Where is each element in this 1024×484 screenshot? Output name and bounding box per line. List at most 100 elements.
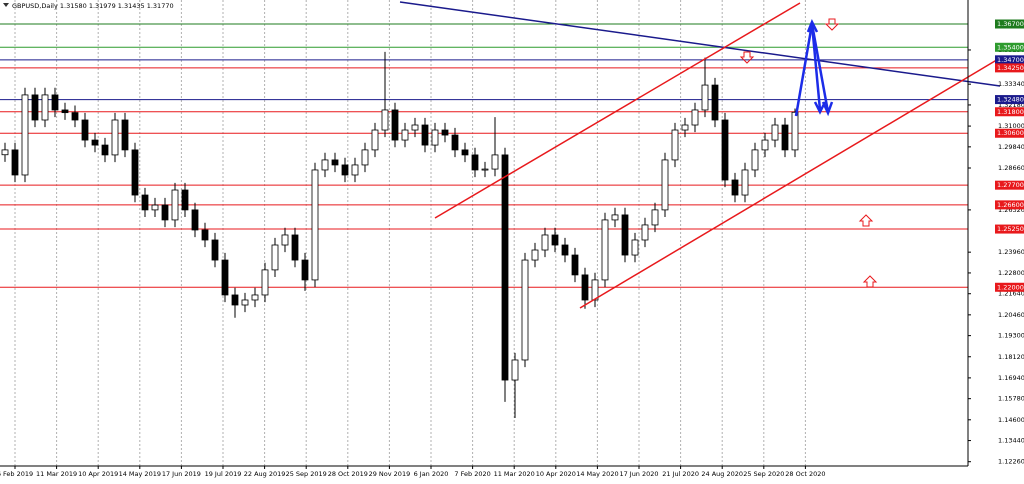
candle-body — [701, 84, 709, 111]
candle-body — [601, 219, 609, 281]
candle-body — [641, 224, 649, 241]
candle-body — [231, 294, 239, 306]
candle-body — [781, 124, 789, 151]
candle-body — [301, 259, 309, 281]
candle-body — [291, 234, 299, 261]
candle-body — [111, 119, 119, 156]
candle-body — [591, 279, 599, 301]
candle-body — [611, 214, 619, 221]
levels-layer — [0, 23, 968, 288]
candle-body — [171, 189, 179, 221]
candle-body — [771, 124, 779, 141]
candle-body — [141, 194, 149, 211]
candle-body — [451, 134, 459, 151]
menu-triangle — [3, 3, 9, 7]
level-label-box — [995, 282, 1024, 292]
candle-body — [191, 209, 199, 231]
y-tick-label: 1.31000 — [998, 122, 1024, 130]
x-tick-label: 6 Feb 2019 — [0, 470, 33, 478]
level-label-box — [995, 95, 1024, 105]
y-tick-label: 1.13440 — [998, 437, 1024, 445]
level-label: 1.26600 — [997, 201, 1024, 209]
candle-body — [431, 129, 439, 146]
x-tick-label: 10 Apr 2020 — [536, 470, 576, 478]
candle-body — [661, 159, 669, 211]
x-tick-label: 19 Jul 2019 — [205, 470, 242, 478]
y-tick-label: 1.20460 — [998, 311, 1024, 319]
y-tick-label: 1.28660 — [998, 164, 1024, 172]
candle-body — [151, 204, 159, 211]
arrow-head — [806, 18, 834, 117]
buy-arrow — [862, 275, 878, 288]
candle-body — [221, 259, 229, 296]
candle-body — [211, 239, 219, 261]
candle-body — [401, 129, 409, 141]
level-label-box — [995, 42, 1024, 52]
candle-body — [491, 154, 499, 170]
candle-body — [651, 209, 659, 226]
candle-body — [501, 154, 509, 381]
candle-body — [751, 149, 759, 171]
candle-body — [131, 149, 139, 196]
y-tick-label: 1.16940 — [998, 374, 1024, 382]
candle-body — [201, 229, 209, 241]
level-label-box — [995, 63, 1024, 73]
candle-body — [731, 179, 739, 196]
candle-body — [31, 94, 39, 121]
drawings — [399, 1, 1001, 309]
y-tick-label: 1.18120 — [998, 353, 1024, 361]
candle-body — [161, 204, 169, 221]
y-tick-label: 1.15780 — [998, 395, 1024, 403]
candle-body — [21, 94, 29, 176]
candle-body — [241, 299, 249, 306]
candle-body — [711, 84, 719, 121]
level-label: 1.27700 — [997, 181, 1024, 189]
x-tick-label: 11 Mar 2019 — [36, 470, 77, 478]
candle-body — [1, 149, 9, 156]
candle-body — [361, 149, 369, 166]
level-label: 1.35400 — [997, 43, 1024, 51]
candle-body — [481, 168, 489, 171]
candle-body — [271, 244, 279, 271]
y-tick-label: 1.32180 — [998, 101, 1024, 109]
candle-body — [331, 159, 339, 166]
level-label-box — [995, 128, 1024, 138]
candle-body — [41, 94, 49, 121]
y-tick-label: 1.26320 — [998, 206, 1024, 214]
y-tick-label: 1.29840 — [998, 143, 1024, 151]
candle-body — [371, 129, 379, 151]
channel-line — [434, 2, 801, 219]
x-tick-label: 29 Nov 2019 — [369, 470, 411, 478]
x-tick-label: 28 Oct 2020 — [785, 470, 825, 478]
x-tick-label: 25 Sep 2020 — [743, 470, 784, 478]
x-tick-label: 17 Jun 2019 — [162, 470, 201, 478]
x-tick-label: 22 Aug 2019 — [244, 470, 286, 478]
candle-body — [471, 154, 479, 171]
level-label: 1.34250 — [997, 64, 1024, 72]
candle-body — [11, 149, 19, 176]
candle-body — [381, 109, 389, 131]
candle-body — [631, 239, 639, 256]
candle-body — [321, 159, 329, 171]
x-tick-label: 24 Aug 2020 — [701, 470, 743, 478]
candle-body — [671, 129, 679, 161]
y-tick-label: 1.14600 — [998, 416, 1024, 424]
level-label-box — [995, 224, 1024, 234]
y-tick-label: 1.12260 — [998, 458, 1024, 466]
candle-body — [531, 249, 539, 261]
x-tick-label: 25 Sep 2019 — [286, 470, 327, 478]
sell-arrow — [824, 18, 840, 31]
candle-body — [791, 111, 799, 151]
candle-body — [181, 189, 189, 211]
level-label: 1.34700 — [997, 56, 1024, 64]
candle-body — [721, 119, 729, 181]
candle-body — [681, 124, 689, 131]
candle-body — [521, 259, 529, 361]
candle-body — [91, 139, 99, 146]
candle-body — [621, 214, 629, 256]
grid-layer — [14, 0, 806, 466]
candle-body — [691, 109, 699, 126]
candle-body — [551, 234, 559, 246]
y-tick-label: 1.23960 — [998, 248, 1024, 256]
